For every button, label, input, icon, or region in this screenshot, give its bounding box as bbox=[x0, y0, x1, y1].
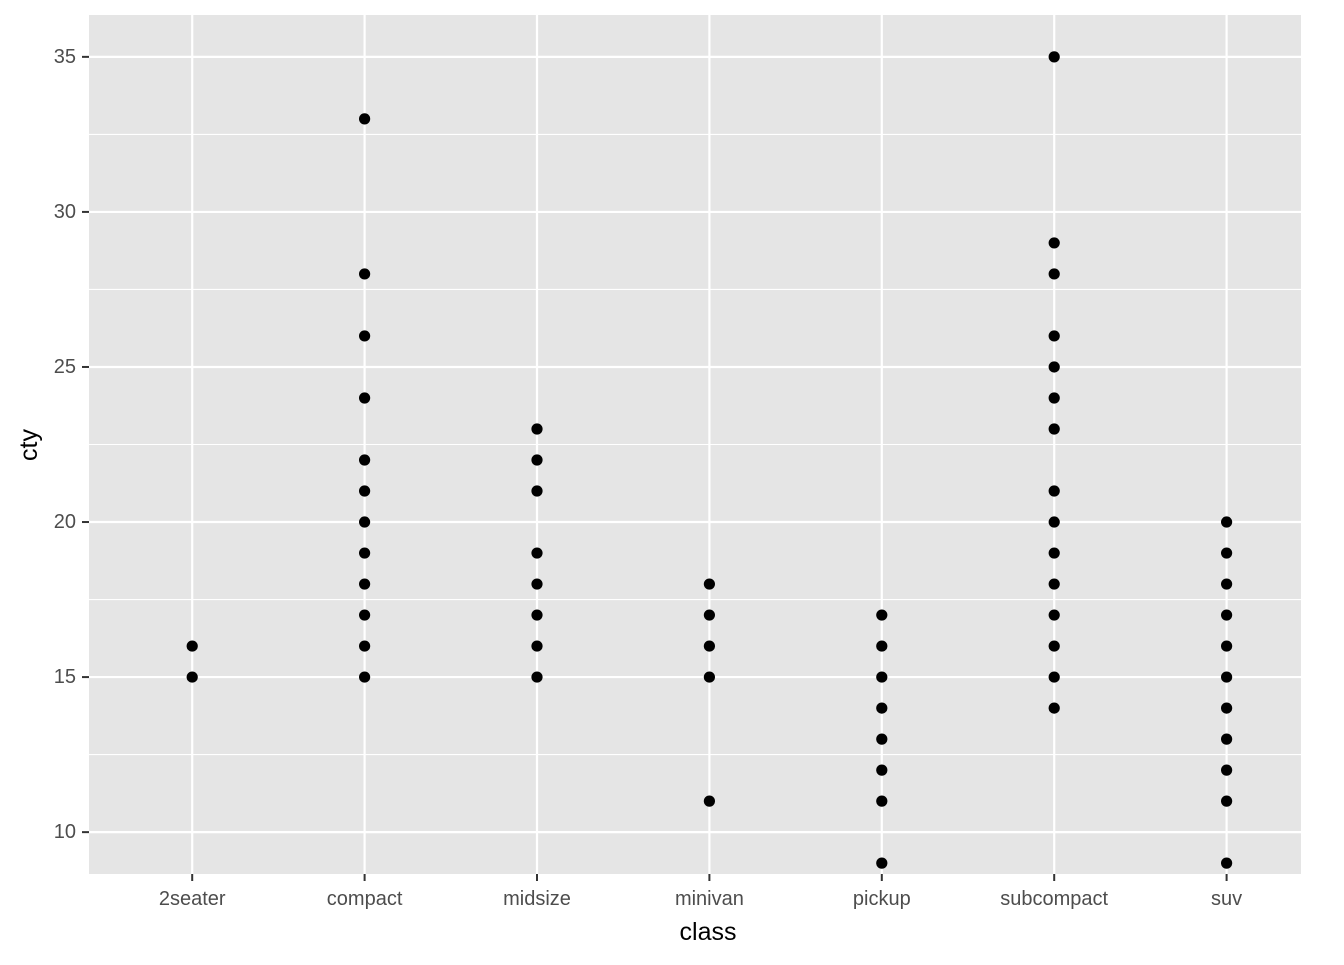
data-point bbox=[1048, 547, 1060, 559]
data-point bbox=[876, 857, 888, 869]
data-point bbox=[359, 330, 371, 342]
data-point bbox=[876, 609, 888, 621]
data-point bbox=[186, 640, 198, 652]
data-point bbox=[1048, 516, 1060, 528]
data-point bbox=[1048, 640, 1060, 652]
y-tick-label: 15 bbox=[54, 666, 76, 688]
data-point bbox=[531, 547, 543, 559]
data-point bbox=[1221, 795, 1233, 807]
data-point bbox=[531, 485, 543, 497]
data-point bbox=[703, 578, 716, 590]
data-point bbox=[359, 454, 371, 466]
data-point bbox=[876, 733, 888, 745]
data-point bbox=[876, 795, 888, 807]
data-point bbox=[531, 671, 543, 683]
data-point bbox=[1048, 51, 1060, 63]
data-point bbox=[703, 795, 716, 807]
data-point bbox=[1221, 857, 1233, 869]
data-point bbox=[359, 609, 371, 621]
y-tick-label: 25 bbox=[54, 356, 76, 378]
data-point bbox=[359, 392, 371, 404]
data-point bbox=[359, 485, 371, 497]
y-tick-label: 30 bbox=[54, 201, 76, 223]
data-point bbox=[359, 516, 371, 528]
x-tick-label: suv bbox=[1211, 888, 1242, 910]
data-point bbox=[1221, 733, 1233, 745]
y-tick-label: 35 bbox=[54, 46, 76, 68]
x-tick-label: minivan bbox=[675, 888, 744, 910]
data-point bbox=[359, 640, 371, 652]
data-point bbox=[1221, 640, 1233, 652]
data-point bbox=[1048, 361, 1060, 373]
data-point bbox=[1221, 547, 1233, 559]
major-gridlines bbox=[89, 15, 1301, 874]
data-point bbox=[1048, 330, 1060, 342]
data-point bbox=[876, 640, 888, 652]
data-point bbox=[359, 113, 371, 125]
data-point bbox=[359, 671, 371, 683]
y-axis: 10 15 20 25 30 35 bbox=[54, 46, 89, 843]
y-tick-label: 20 bbox=[54, 511, 76, 533]
data-point bbox=[359, 268, 371, 280]
data-point bbox=[531, 454, 543, 466]
data-point bbox=[186, 671, 198, 683]
data-point bbox=[1048, 702, 1060, 714]
x-tick-label: compact bbox=[327, 888, 403, 910]
minor-gridlines bbox=[89, 133, 1301, 756]
data-point bbox=[1221, 671, 1233, 683]
x-tick-label: midsize bbox=[503, 888, 571, 910]
x-tick-label: pickup bbox=[853, 888, 911, 910]
data-point bbox=[531, 640, 543, 652]
data-point bbox=[1048, 237, 1060, 249]
data-point bbox=[876, 764, 888, 776]
data-point bbox=[703, 671, 716, 683]
data-point bbox=[1048, 423, 1060, 435]
data-points bbox=[186, 51, 1233, 869]
data-point bbox=[1221, 702, 1233, 714]
y-axis-title: cty bbox=[15, 429, 43, 461]
data-point bbox=[703, 609, 716, 621]
data-point bbox=[531, 423, 543, 435]
data-point bbox=[876, 671, 888, 683]
data-point bbox=[359, 578, 371, 590]
data-point bbox=[1048, 671, 1060, 683]
data-point bbox=[1221, 578, 1233, 590]
data-point bbox=[1048, 392, 1060, 404]
data-point bbox=[1048, 609, 1060, 621]
x-tick-label: 2seater bbox=[159, 888, 226, 910]
data-point bbox=[1048, 578, 1060, 590]
data-point bbox=[876, 702, 888, 714]
data-point bbox=[1221, 764, 1233, 776]
data-point bbox=[1221, 609, 1233, 621]
y-tick-label: 10 bbox=[54, 821, 76, 843]
data-point bbox=[531, 609, 543, 621]
data-point bbox=[531, 578, 543, 590]
x-axis-title: class bbox=[680, 918, 737, 946]
data-point bbox=[1048, 485, 1060, 497]
x-axis: 2seater compact midsize minivan pickup subcom… bbox=[159, 874, 1242, 910]
data-point bbox=[1221, 516, 1233, 528]
data-point bbox=[359, 547, 371, 559]
x-tick-label: subcompact bbox=[1000, 888, 1108, 910]
data-point bbox=[1048, 268, 1060, 280]
data-point bbox=[703, 640, 716, 652]
